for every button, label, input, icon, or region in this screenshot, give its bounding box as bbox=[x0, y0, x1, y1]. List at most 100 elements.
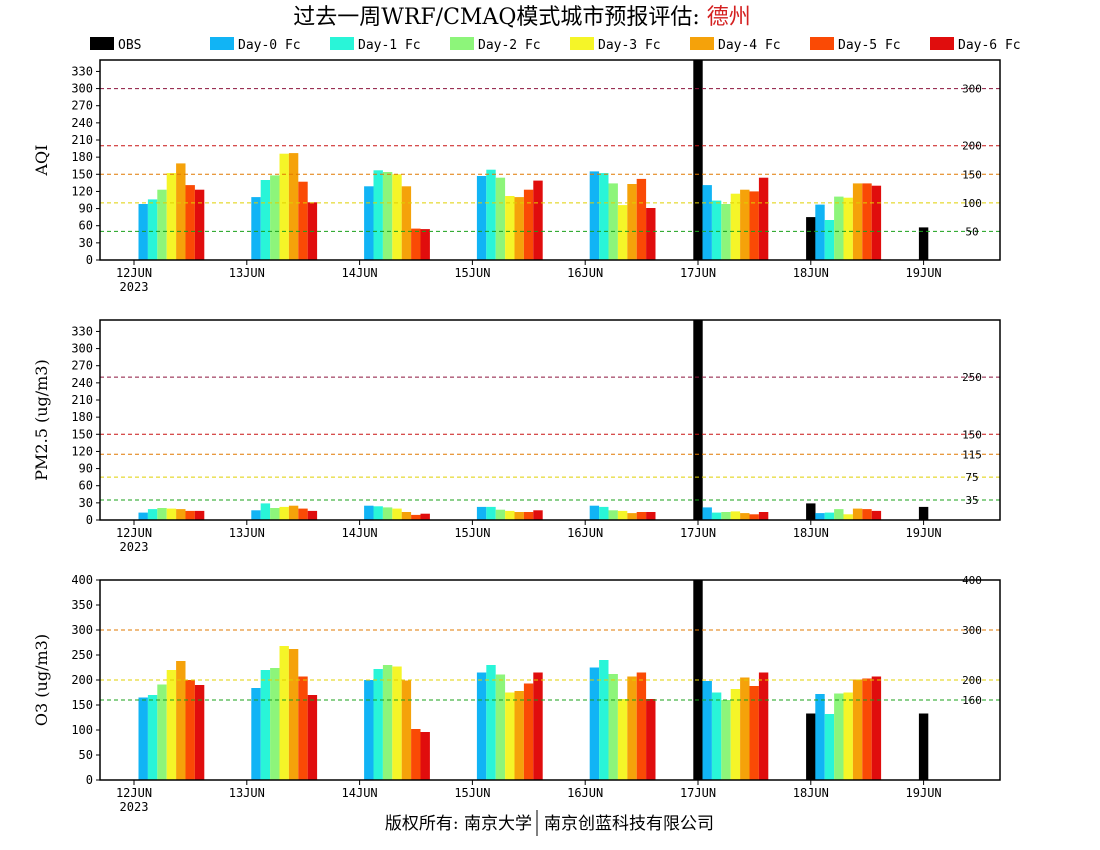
bar-2-1-6 bbox=[815, 694, 825, 780]
bar-1-4-3 bbox=[505, 510, 515, 520]
bar-2-6-4 bbox=[636, 672, 647, 780]
bar-0-1-4 bbox=[589, 171, 600, 260]
xtick-label-2-1: 13JUN bbox=[229, 786, 265, 800]
chart-title-main: 过去一周WRF/CMAQ模式城市预报评估: bbox=[293, 5, 707, 30]
bar-2-5-6 bbox=[852, 679, 863, 780]
chart-panel-1: 35 75 115 150 250 0 30 60 90 120 150 180 210 240 270 30… bbox=[32, 319, 1001, 554]
ytick-label-0-4: 120 bbox=[71, 184, 93, 198]
legend-label-3: Day-2 Fc bbox=[478, 38, 541, 53]
bar-0-2-4 bbox=[599, 173, 609, 260]
bar-2-1-5 bbox=[702, 681, 712, 780]
bar-0-2-1 bbox=[260, 180, 271, 260]
ytick-label-0-10: 300 bbox=[71, 82, 93, 96]
ytick-label-0-1: 30 bbox=[79, 236, 93, 250]
bar-2-3-1 bbox=[270, 668, 280, 780]
ytick-label-1-3: 90 bbox=[79, 462, 93, 476]
bar-2-5-1 bbox=[288, 649, 299, 780]
xtick-label-2-3: 15JUN bbox=[454, 786, 490, 800]
bar-2-0-6 bbox=[806, 713, 816, 780]
bar-0-2-3 bbox=[486, 169, 496, 260]
bar-2-3-0 bbox=[157, 684, 167, 780]
bar-1-1-4 bbox=[589, 505, 600, 520]
bar-0-6-1 bbox=[298, 181, 308, 260]
bar-1-4-5 bbox=[730, 511, 741, 520]
bar-2-3-2 bbox=[382, 665, 393, 780]
threshold-label-0-4: 300 bbox=[962, 83, 982, 96]
ytick-label-1-5: 150 bbox=[71, 427, 93, 441]
bar-1-2-4 bbox=[599, 506, 609, 520]
bar-0-2-6 bbox=[824, 220, 835, 260]
bar-0-5-0 bbox=[176, 163, 186, 260]
bar-0-2-2 bbox=[373, 170, 383, 260]
bar-0-6-3 bbox=[523, 189, 534, 260]
xtick-label-2-4: 16JUN bbox=[567, 786, 603, 800]
bar-1-3-4 bbox=[608, 510, 618, 520]
bar-1-2-2 bbox=[373, 506, 383, 520]
bar-2-2-5 bbox=[711, 692, 722, 780]
bar-2-1-0 bbox=[138, 697, 148, 780]
bar-0-4-3 bbox=[505, 196, 515, 260]
bar-2-5-5 bbox=[740, 677, 750, 780]
ytick-label-1-11: 330 bbox=[71, 324, 93, 338]
bar-2-3-6 bbox=[834, 693, 844, 780]
y-axis-label-0: AQI bbox=[32, 145, 51, 177]
bar-2-6-3 bbox=[523, 683, 534, 780]
legend-label-6: Day-5 Fc bbox=[838, 38, 901, 53]
legend-label-4: Day-3 Fc bbox=[598, 38, 661, 53]
bar-0-5-3 bbox=[514, 197, 524, 260]
bar-2-2-2 bbox=[373, 669, 383, 780]
legend-swatch-7 bbox=[930, 37, 954, 50]
chart-panel-0: 50 100 150 200 300 0 30 60 90 120 150 180 210 240 270 3… bbox=[32, 59, 1001, 294]
ytick-label-2-2: 100 bbox=[71, 723, 93, 737]
ytick-label-2-5: 250 bbox=[71, 648, 93, 662]
ytick-label-0-0: 0 bbox=[86, 253, 93, 267]
xtick-label-1-4: 16JUN bbox=[567, 526, 603, 540]
threshold-label-1-4: 250 bbox=[962, 371, 982, 384]
bar-2-4-5 bbox=[730, 689, 741, 780]
legend-label-2: Day-1 Fc bbox=[358, 38, 421, 53]
bar-2-4-4 bbox=[617, 699, 628, 780]
bar-2-1-3 bbox=[476, 672, 487, 780]
bar-0-3-1 bbox=[270, 175, 280, 260]
xtick-label-1-0: 12JUN bbox=[116, 526, 152, 540]
bar-0-4-0 bbox=[166, 173, 177, 260]
bar-1-0-5 bbox=[693, 320, 703, 520]
bar-0-2-0 bbox=[147, 199, 158, 260]
legend-swatch-4 bbox=[570, 37, 594, 50]
bar-1-1-3 bbox=[476, 506, 487, 520]
bar-1-5-3 bbox=[514, 512, 524, 520]
ytick-label-1-10: 300 bbox=[71, 342, 93, 356]
bar-0-0-5 bbox=[693, 60, 703, 260]
plot-frame-0 bbox=[99, 59, 1001, 261]
xtick-label-2-2: 14JUN bbox=[342, 786, 378, 800]
bar-1-6-4 bbox=[636, 512, 647, 520]
threshold-label-2-1: 200 bbox=[962, 674, 982, 687]
bar-1-6-3 bbox=[523, 512, 534, 520]
threshold-label-1-3: 150 bbox=[962, 428, 982, 441]
bar-0-5-1 bbox=[288, 153, 299, 260]
bar-0-6-6 bbox=[862, 183, 872, 260]
bar-0-5-5 bbox=[740, 189, 750, 260]
bar-2-7-0 bbox=[194, 685, 205, 780]
ytick-label-0-6: 180 bbox=[71, 150, 93, 164]
chart-title: 过去一周WRF/CMAQ模式城市预报评估: 德州 bbox=[293, 5, 751, 30]
bar-1-2-3 bbox=[486, 506, 496, 520]
xtick-label-0-2: 14JUN bbox=[342, 266, 378, 280]
y-axis-label-1: PM2.5 (ug/m3) bbox=[32, 359, 51, 480]
bar-1-2-1 bbox=[260, 503, 271, 520]
bar-0-4-1 bbox=[279, 153, 289, 260]
bar-1-3-0 bbox=[157, 508, 167, 520]
bar-1-5-2 bbox=[401, 512, 412, 520]
bar-0-6-4 bbox=[636, 178, 647, 260]
legend-swatch-6 bbox=[810, 37, 834, 50]
bar-2-7-4 bbox=[646, 699, 656, 780]
threshold-label-1-2: 115 bbox=[962, 448, 982, 461]
bar-1-2-0 bbox=[147, 509, 158, 520]
xtick-label-2-5: 17JUN bbox=[680, 786, 716, 800]
bar-0-0-7 bbox=[918, 227, 929, 260]
bar-2-7-1 bbox=[307, 695, 318, 780]
bar-2-3-3 bbox=[495, 674, 506, 780]
bar-2-2-3 bbox=[486, 665, 496, 780]
ytick-label-0-9: 270 bbox=[71, 99, 93, 113]
bar-2-7-2 bbox=[420, 732, 430, 780]
